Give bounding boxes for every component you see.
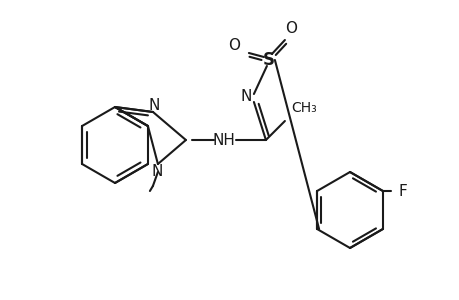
Text: N: N [151, 164, 162, 178]
Text: S: S [263, 51, 274, 69]
Text: F: F [398, 184, 407, 199]
Text: NH: NH [212, 133, 235, 148]
Text: CH₃: CH₃ [290, 101, 316, 115]
Text: N: N [240, 88, 251, 104]
Text: O: O [284, 20, 296, 35]
Text: N: N [148, 98, 159, 112]
Text: O: O [227, 38, 240, 52]
